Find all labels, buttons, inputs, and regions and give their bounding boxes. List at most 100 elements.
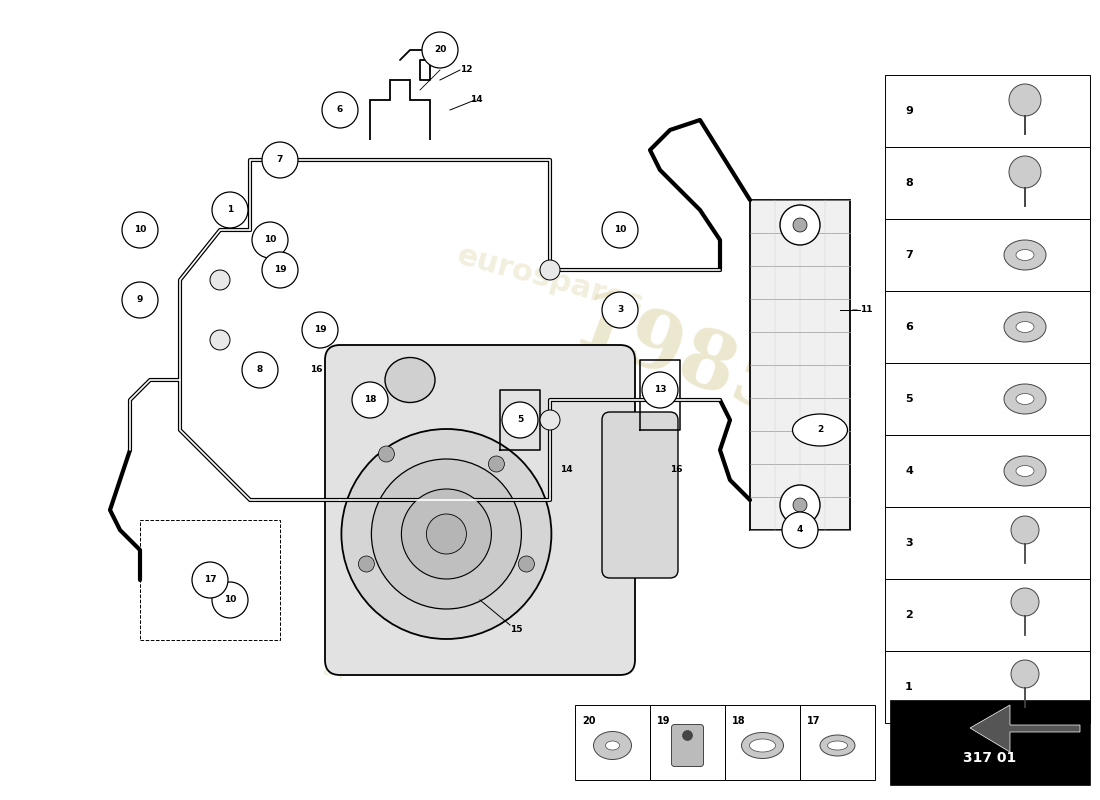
Circle shape: [212, 582, 248, 618]
Circle shape: [793, 218, 807, 232]
Text: eurospares: eurospares: [453, 241, 647, 319]
Text: 8: 8: [905, 178, 913, 188]
Bar: [886, 435, 1090, 507]
Text: 7: 7: [277, 155, 283, 165]
FancyBboxPatch shape: [324, 345, 635, 675]
Circle shape: [262, 252, 298, 288]
Text: 4: 4: [796, 526, 803, 534]
Text: 12: 12: [460, 66, 473, 74]
Bar: [886, 75, 1090, 147]
Bar: [650, 705, 725, 780]
Bar: [800, 705, 874, 780]
Text: 6: 6: [905, 322, 913, 332]
Text: 19: 19: [274, 266, 286, 274]
Text: 1: 1: [905, 682, 913, 692]
Bar: [886, 363, 1090, 435]
Ellipse shape: [385, 358, 435, 402]
Ellipse shape: [820, 735, 855, 756]
Text: 14: 14: [560, 466, 573, 474]
FancyBboxPatch shape: [602, 412, 678, 578]
Text: 5: 5: [905, 394, 913, 404]
Ellipse shape: [1004, 312, 1046, 342]
Ellipse shape: [792, 414, 847, 446]
Circle shape: [780, 205, 820, 245]
Circle shape: [427, 514, 466, 554]
Text: 8: 8: [257, 366, 263, 374]
Ellipse shape: [741, 733, 783, 758]
Circle shape: [122, 212, 158, 248]
Ellipse shape: [1004, 456, 1046, 486]
Circle shape: [122, 282, 158, 318]
Text: 20: 20: [582, 716, 595, 726]
Circle shape: [682, 730, 693, 741]
Bar: [140, 520, 280, 640]
Circle shape: [780, 485, 820, 525]
Circle shape: [602, 292, 638, 328]
Ellipse shape: [827, 741, 847, 750]
Text: 4: 4: [905, 466, 913, 476]
Circle shape: [642, 372, 678, 408]
Circle shape: [793, 498, 807, 512]
Circle shape: [540, 260, 560, 280]
Text: 18: 18: [732, 716, 746, 726]
Bar: [575, 705, 650, 780]
Circle shape: [262, 142, 298, 178]
Text: 1: 1: [227, 206, 233, 214]
Ellipse shape: [1004, 240, 1046, 270]
Ellipse shape: [1016, 466, 1034, 477]
Text: a part: a part: [323, 661, 376, 679]
Circle shape: [602, 212, 638, 248]
Text: 2: 2: [817, 426, 823, 434]
Text: 19: 19: [314, 326, 327, 334]
Text: 3: 3: [905, 538, 913, 548]
Circle shape: [502, 402, 538, 438]
Bar: [725, 705, 800, 780]
Text: 3: 3: [617, 306, 623, 314]
FancyBboxPatch shape: [671, 725, 704, 766]
Circle shape: [1011, 588, 1040, 616]
Ellipse shape: [1004, 384, 1046, 414]
Circle shape: [341, 429, 551, 639]
Circle shape: [242, 352, 278, 388]
Circle shape: [540, 410, 560, 430]
Circle shape: [1009, 156, 1041, 188]
Text: 13: 13: [653, 386, 667, 394]
Text: 9: 9: [136, 295, 143, 305]
Ellipse shape: [594, 731, 631, 759]
Circle shape: [372, 459, 521, 609]
Text: 10: 10: [223, 595, 236, 605]
Text: 9: 9: [905, 106, 913, 116]
Circle shape: [1011, 660, 1040, 688]
Text: 11: 11: [860, 306, 872, 314]
Text: 7: 7: [905, 250, 913, 260]
Circle shape: [352, 382, 388, 418]
Circle shape: [782, 512, 818, 548]
Bar: [886, 291, 1090, 363]
Circle shape: [488, 456, 505, 472]
Bar: [750, 200, 850, 530]
Circle shape: [1009, 84, 1041, 116]
Circle shape: [322, 92, 358, 128]
Text: 10: 10: [134, 226, 146, 234]
Circle shape: [402, 489, 492, 579]
Text: 14: 14: [470, 95, 483, 105]
Text: 6: 6: [337, 106, 343, 114]
Circle shape: [378, 446, 395, 462]
Text: 17: 17: [807, 716, 821, 726]
Circle shape: [518, 556, 535, 572]
Ellipse shape: [605, 741, 619, 750]
Circle shape: [302, 312, 338, 348]
Circle shape: [210, 270, 230, 290]
Circle shape: [422, 32, 458, 68]
Text: 317 01: 317 01: [964, 751, 1016, 765]
Bar: [886, 651, 1090, 723]
Text: 5: 5: [517, 415, 524, 425]
Text: 2: 2: [905, 610, 913, 620]
Bar: [890, 700, 1090, 785]
Text: 20: 20: [433, 46, 447, 54]
Circle shape: [1011, 516, 1040, 544]
Text: 19: 19: [657, 716, 671, 726]
Text: 15: 15: [510, 626, 522, 634]
Text: 16: 16: [310, 366, 322, 374]
Text: 18: 18: [364, 395, 376, 405]
